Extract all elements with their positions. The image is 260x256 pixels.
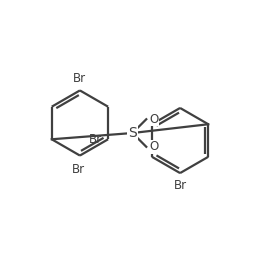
Text: Br: Br (72, 163, 85, 176)
Text: S: S (128, 126, 137, 140)
Text: O: O (149, 113, 159, 126)
Text: Br: Br (173, 179, 187, 192)
Text: Br: Br (73, 72, 87, 85)
Text: O: O (149, 140, 159, 153)
Text: Br: Br (89, 133, 102, 146)
